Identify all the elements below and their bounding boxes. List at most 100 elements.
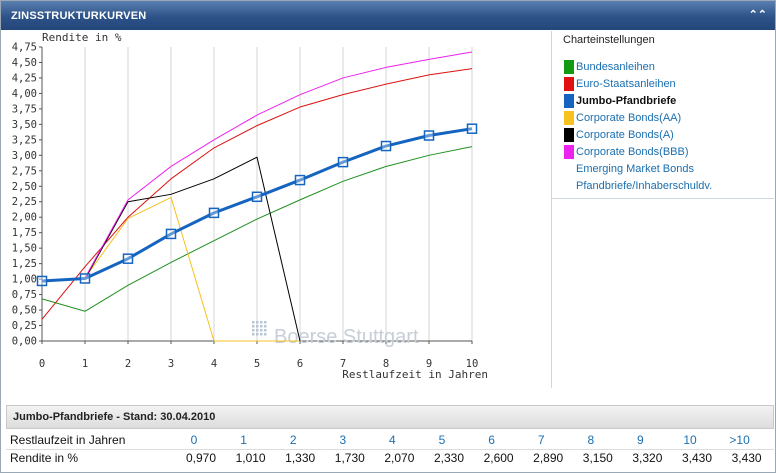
legend-label: Emerging Market Bonds xyxy=(576,163,694,175)
maturity-cell[interactable]: 7 xyxy=(537,433,545,447)
yield-cell: 1,330 xyxy=(285,451,316,465)
y-tick-label: 4,25 xyxy=(12,72,37,84)
y-tick-label: 3,25 xyxy=(12,134,37,146)
y-axis-label: Rendite in % xyxy=(42,31,122,44)
legend-swatch xyxy=(564,145,574,159)
table-title: Jumbo-Pfandbriefe - Stand: 30.04.2010 xyxy=(13,411,216,423)
data-point-marker xyxy=(294,174,306,186)
data-point-marker xyxy=(36,275,48,287)
watermark-dot xyxy=(256,321,259,324)
x-tick-label: 6 xyxy=(297,358,303,370)
yield-cell: 3,150 xyxy=(582,451,613,465)
table-header: Jumbo-Pfandbriefe - Stand: 30.04.2010 xyxy=(6,405,774,429)
maturity-cell[interactable]: 8 xyxy=(587,433,595,447)
yield-cell: 2,890 xyxy=(533,451,564,465)
y-tick-label: 1,25 xyxy=(12,258,37,270)
x-tick-label: 9 xyxy=(426,358,432,370)
watermark-dot xyxy=(252,321,255,324)
x-tick-label: 3 xyxy=(168,358,174,370)
data-point-marker xyxy=(423,130,435,141)
maturity-cell[interactable]: >10 xyxy=(729,433,750,447)
maturity-cell[interactable]: 2 xyxy=(289,433,297,447)
maturity-cell[interactable]: 0 xyxy=(190,433,198,447)
watermark-dot xyxy=(260,321,263,324)
watermark-dot xyxy=(264,321,267,324)
y-tick-label: 3,75 xyxy=(12,103,37,115)
legend-label: Corporate Bonds(AA) xyxy=(576,112,682,124)
data-point-marker xyxy=(165,228,177,240)
maturity-cell[interactable]: 3 xyxy=(339,433,347,447)
x-axis-label: Restlaufzeit in Jahren xyxy=(342,368,488,381)
y-tick-label: 1,75 xyxy=(12,227,37,239)
maturity-cell[interactable]: 9 xyxy=(637,433,644,447)
yield-cell: 2,330 xyxy=(433,451,464,465)
legend-swatch xyxy=(564,128,574,142)
double-chevron-up-icon[interactable]: ⌃⌃ xyxy=(748,9,767,21)
y-tick-label: 2,75 xyxy=(12,165,37,177)
table-row-maturity: Restlaufzeit in Jahren 0 1 2 3 4 5 6 7 8 9 10 >10 xyxy=(6,432,774,449)
watermark-dot xyxy=(256,325,259,328)
data-point-marker xyxy=(251,191,263,203)
legend-swatch xyxy=(564,60,574,74)
watermark-dot xyxy=(252,329,255,332)
x-tick-label: 8 xyxy=(383,358,389,370)
data-point-marker xyxy=(337,156,349,168)
table-row-yield: Rendite in % 0,970 1,010 1,330 1,730 2,070 2,… xyxy=(6,449,774,467)
x-tick-label: 7 xyxy=(340,358,346,370)
yield-cell: 1,730 xyxy=(334,451,365,465)
legend-swatch xyxy=(564,111,574,125)
series-line xyxy=(41,51,473,282)
y-tick-label: 3,50 xyxy=(12,119,37,131)
x-tick-label: 0 xyxy=(39,358,45,370)
maturity-cell[interactable]: 5 xyxy=(438,433,446,447)
watermark-dot xyxy=(256,329,259,332)
x-tick-label: 2 xyxy=(125,358,131,370)
row-label-yield: Rendite in % xyxy=(10,451,79,465)
y-tick-label: 1,50 xyxy=(12,243,37,255)
legend-label: Bundesanleihen xyxy=(576,61,655,73)
watermark-dot xyxy=(256,333,259,336)
legend-label: Pfandbriefe/Inhaberschuldv. xyxy=(576,180,713,192)
data-point-marker xyxy=(466,123,478,134)
row-label-maturity: Restlaufzeit in Jahren xyxy=(10,433,126,447)
legend-divider xyxy=(552,198,774,199)
watermark-dot xyxy=(260,329,263,332)
series-line xyxy=(41,146,473,312)
x-tick-label: 5 xyxy=(254,358,260,370)
chart-settings-header: Charteinstellungen xyxy=(563,34,655,46)
yield-cell: 2,070 xyxy=(384,451,415,465)
yield-curve-chart: 4,75 4,50 4,25 4,00 3,75 3,50 3,25 3,00 2,75 2,50… xyxy=(2,31,548,388)
y-tick-label: 4,75 xyxy=(12,42,37,54)
y-tick-label: 0,50 xyxy=(12,305,37,317)
yield-cell: 1,010 xyxy=(235,451,266,465)
legend-label: Euro-Staatsanleihen xyxy=(576,78,676,90)
maturity-cell[interactable]: 4 xyxy=(389,433,396,447)
watermark-dot xyxy=(260,333,263,336)
legend-label: Corporate Bonds(A) xyxy=(576,129,674,141)
x-tick-label: 4 xyxy=(211,358,217,370)
legend-swatch xyxy=(564,77,574,91)
y-tick-label: 2,00 xyxy=(12,212,37,224)
panel-header: ZINSSTRUKTURKURVEN ⌃⌃ xyxy=(1,1,775,30)
y-tick-label: 2,25 xyxy=(12,196,37,208)
watermark-dot xyxy=(264,325,267,328)
legend-label: Corporate Bonds(BBB) xyxy=(576,146,689,158)
y-tick-label: 4,50 xyxy=(12,57,37,69)
data-point-marker xyxy=(79,273,91,284)
data-point-marker xyxy=(208,207,220,219)
maturity-cell[interactable]: 10 xyxy=(683,433,697,447)
y-tick-label: 2,50 xyxy=(12,181,37,193)
yield-cell: 3,430 xyxy=(731,451,762,465)
chart-settings-panel: Charteinstellungen Bundesanleihen Euro-St… xyxy=(551,31,774,388)
legend-swatch xyxy=(564,94,574,108)
x-tick-label: 10 xyxy=(466,358,479,370)
maturity-cell[interactable]: 6 xyxy=(488,433,495,447)
y-tick-label: 0,25 xyxy=(12,320,37,332)
chart-svg: 4,75 4,50 4,25 4,00 3,75 3,50 3,25 3,00 2,75 2,50… xyxy=(12,31,488,381)
y-tick-label: 3,00 xyxy=(12,150,37,162)
yield-cell: 3,430 xyxy=(681,451,712,465)
maturity-cell[interactable]: 1 xyxy=(240,433,247,447)
series-line xyxy=(41,127,473,283)
watermark-dot xyxy=(252,325,255,328)
boerse-stuttgart-watermark xyxy=(252,321,267,336)
